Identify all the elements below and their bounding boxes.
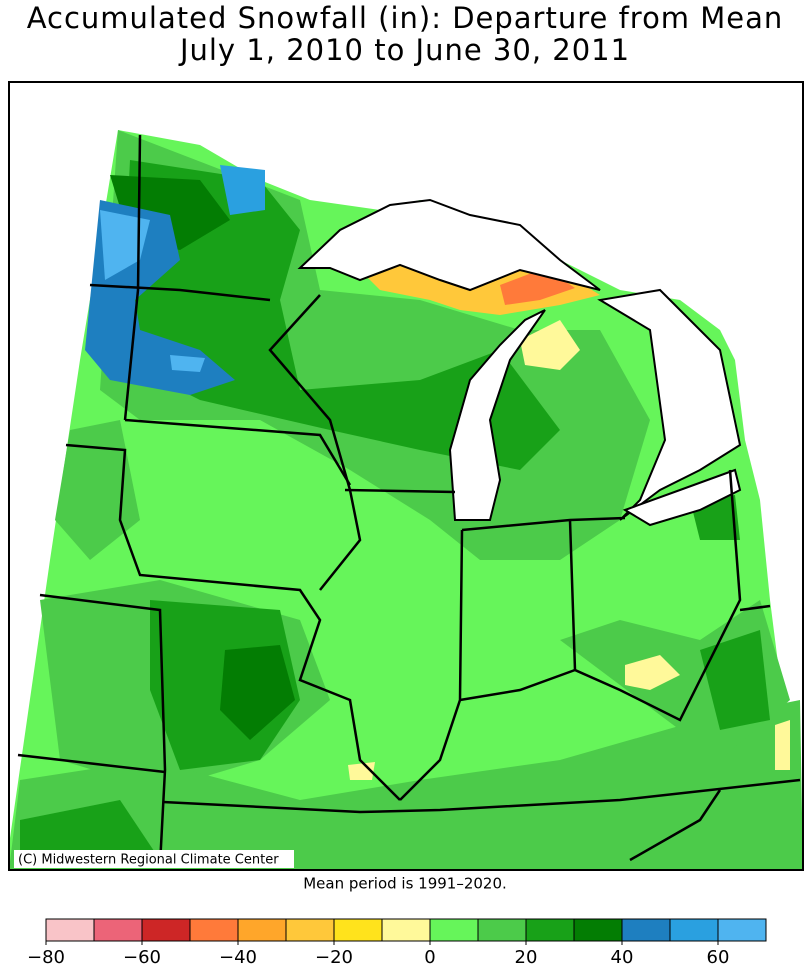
colorbar-segment [429, 918, 479, 942]
colorbar-segment [93, 918, 143, 942]
colorbar-segment [333, 918, 383, 942]
contours-dark [20, 160, 770, 866]
colorbar-tick-label: 60 [707, 947, 730, 968]
colorbar-tick-label: 40 [611, 947, 634, 968]
colorbar-segment [573, 918, 623, 942]
colorbar-segment [237, 918, 287, 942]
colorbar-segment [669, 918, 719, 942]
colorbar-tick-label: 20 [515, 947, 538, 968]
credit: (C) Midwestern Regional Climate Center [18, 853, 279, 868]
title-line1: Accumulated Snowfall (in): Departure fro… [27, 1, 784, 35]
contours-blue [85, 165, 265, 395]
title-line2: July 1, 2010 to June 30, 2011 [178, 33, 630, 67]
colorbar-tick-label: −40 [219, 947, 257, 968]
colorbar-tick-label: 0 [424, 947, 435, 968]
colorbar-segment [189, 918, 239, 942]
map: (C) Midwestern Regional Climate Center [8, 81, 804, 871]
colorbar-tick-label: −20 [315, 947, 353, 968]
colorbar-segment [141, 918, 191, 942]
note: Mean period is 1991–2020. [303, 875, 507, 893]
colorbar-segment [285, 918, 335, 942]
lakes [297, 198, 742, 527]
colorbar-tick-label: −60 [123, 947, 161, 968]
state-borders [17, 134, 801, 866]
colorbar-segment [45, 918, 95, 942]
colorbar-segment [381, 918, 431, 942]
colorbar-tick-label: −80 [27, 947, 65, 968]
colorbar-segment [525, 918, 575, 942]
credit-box [14, 850, 294, 868]
colorbar: −80 −60 −40 −20 0 20 40 60 [27, 918, 767, 968]
colorbar-segment [621, 918, 671, 942]
colorbar-segment [477, 918, 527, 942]
colorbar-segment [717, 918, 767, 942]
map-frame [8, 81, 804, 871]
